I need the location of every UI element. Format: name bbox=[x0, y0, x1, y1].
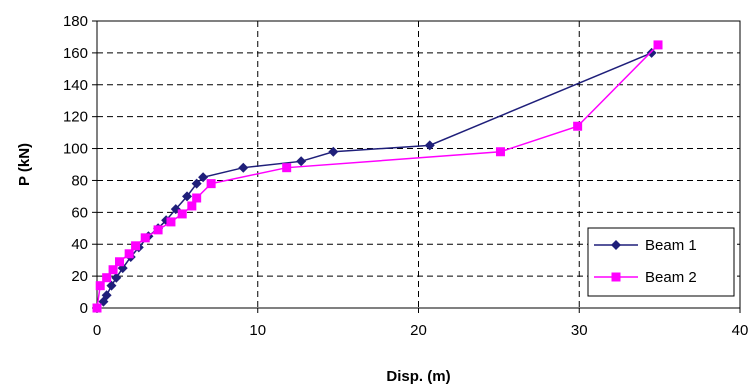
data-point-square bbox=[653, 40, 663, 50]
data-point-square bbox=[95, 281, 105, 291]
data-point-diamond bbox=[238, 162, 249, 173]
y-tick-label: 20 bbox=[71, 268, 88, 285]
legend-item: Beam 1 bbox=[594, 237, 697, 254]
y-tick-label: 0 bbox=[80, 300, 88, 317]
data-point-diamond bbox=[198, 172, 209, 183]
data-point-square bbox=[192, 193, 202, 203]
data-point-square bbox=[611, 272, 621, 282]
data-point-diamond bbox=[111, 272, 122, 283]
data-point-diamond bbox=[646, 47, 657, 58]
y-tick-label: 180 bbox=[63, 13, 88, 30]
x-axis-ticks: 0 10 20 30 40 bbox=[93, 308, 749, 339]
x-tick-label: 20 bbox=[410, 322, 427, 339]
data-point-square bbox=[187, 201, 197, 211]
y-axis-ticks: 0 20 40 60 80 100 120 140 160 180 bbox=[63, 13, 97, 317]
data-point-square bbox=[131, 241, 141, 251]
data-point-square bbox=[115, 257, 125, 267]
x-tick-label: 40 bbox=[732, 322, 749, 339]
data-point-square bbox=[573, 121, 583, 131]
y-tick-label: 100 bbox=[63, 141, 88, 158]
series-layer bbox=[92, 40, 663, 313]
data-point-square bbox=[140, 233, 150, 243]
x-tick-label: 30 bbox=[571, 322, 588, 339]
data-point-square bbox=[282, 163, 292, 173]
data-point-square bbox=[495, 147, 505, 157]
y-tick-label: 160 bbox=[63, 45, 88, 62]
series-beam-2 bbox=[92, 40, 663, 313]
data-point-diamond bbox=[182, 191, 193, 202]
data-point-diamond bbox=[296, 156, 307, 167]
legend-label: Beam 1 bbox=[645, 237, 697, 254]
legend-item: Beam 2 bbox=[594, 269, 697, 286]
data-point-square bbox=[166, 217, 176, 227]
legend-box bbox=[587, 227, 735, 297]
data-point-diamond bbox=[424, 140, 435, 151]
data-point-square bbox=[206, 179, 216, 189]
data-point-diamond bbox=[106, 280, 117, 291]
y-axis-title: P (kN) bbox=[16, 143, 33, 186]
data-point-square bbox=[108, 265, 118, 275]
x-tick-label: 10 bbox=[249, 322, 266, 339]
legend-label: Beam 2 bbox=[645, 269, 697, 286]
data-point-square bbox=[177, 209, 187, 219]
y-tick-label: 120 bbox=[63, 109, 88, 126]
data-point-square bbox=[92, 303, 102, 313]
data-point-diamond bbox=[101, 290, 112, 301]
data-point-square bbox=[124, 249, 134, 259]
legend: Beam 1 Beam 2 bbox=[587, 227, 735, 297]
data-point-diamond bbox=[611, 240, 621, 250]
data-point-diamond bbox=[328, 146, 339, 157]
y-tick-label: 140 bbox=[63, 77, 88, 94]
data-point-square bbox=[153, 225, 163, 235]
x-axis-title: Disp. (m) bbox=[386, 368, 450, 385]
y-tick-label: 40 bbox=[71, 236, 88, 253]
data-point-square bbox=[102, 273, 112, 283]
data-point-diamond bbox=[191, 178, 202, 189]
y-tick-label: 60 bbox=[71, 204, 88, 221]
y-tick-label: 80 bbox=[71, 172, 88, 189]
x-tick-label: 0 bbox=[93, 322, 101, 339]
